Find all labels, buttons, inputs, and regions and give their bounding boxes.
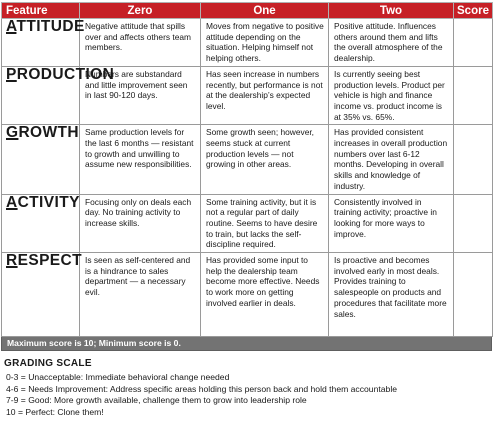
score-cell[interactable] [453,65,493,126]
cell-one: Some training activity, but it is not a … [200,193,329,254]
cell-two: Consistently involved in training activi… [328,193,454,254]
feature-initial: G [6,124,19,142]
header-two: Two [328,2,454,19]
grading-scale-list: 0-3 = Unacceptable: Immediate behavioral… [6,372,492,418]
grading-item: 0-3 = Unacceptable: Immediate behavioral… [6,372,230,383]
header-row: Feature Zero One Two Score [1,2,493,19]
header-one: One [200,2,329,19]
cell-zero: Negative attitude that spills over and a… [79,18,201,67]
table-row: PRODUCTION Numbers are substandard and l… [1,65,493,126]
cell-one: Moves from negative to positive attitude… [200,18,329,67]
feature-attitude: ATTITUDE [1,18,84,67]
feature-rest: ESPECT [17,252,83,270]
table-row: GROWTH Same production levels for the la… [1,124,493,195]
feature-production: PRODUCTION [1,65,114,126]
feature-rest: CTIVITY [17,193,80,211]
grading-item: 4-6 = Needs Improvement: Address specifi… [6,383,398,394]
feature-initial: R [6,252,18,270]
cell-zero: Same production levels for the last 6 mo… [79,124,201,195]
feature-rest: ROWTH [18,124,80,142]
table-row: RESPECT Is seen as self-centered and is … [1,252,493,338]
cell-two: Has provided consistent increases in ove… [328,124,454,195]
cell-two: Is currently seeing best production leve… [328,65,454,126]
score-range-note: Maximum score is 10; Minimum score is 0. [1,337,492,352]
grading-item: 10 = Perfect: Clone them! [6,406,104,417]
table-row: ACTIVITY Focusing only on deals each day… [1,193,493,254]
feature-respect: RESPECT [1,252,83,338]
feature-growth: GROWTH [1,124,80,195]
table-row: ATTITUDE Negative attitude that spills o… [1,18,493,67]
cell-one: Has seen increase in numbers recently, b… [200,65,329,126]
score-cell[interactable] [453,252,493,338]
feature-initial: P [6,65,17,83]
feature-initial: A [6,18,17,35]
feature-initial: A [6,193,18,211]
header-feature: Feature [1,2,80,19]
cell-zero: Is seen as self-centered and is a hindra… [79,252,201,338]
cell-two: Is proactive and becomes involved early … [328,252,454,338]
header-score: Score [453,2,493,19]
score-cell[interactable] [453,18,493,67]
cell-zero: Numbers are substandard and little impro… [79,65,201,126]
score-cell[interactable] [453,193,493,254]
header-zero: Zero [79,2,201,19]
cell-one: Has provided some input to help the deal… [200,252,329,338]
feature-activity: ACTIVITY [1,193,80,254]
grading-item: 7-9 = Good: More growth available, chall… [6,395,307,406]
feature-rest: TTITUDE [16,18,85,35]
cell-zero: Focusing only on deals each day. No trai… [79,193,201,254]
cell-one: Some growth seen; however, seems stuck a… [200,124,329,195]
grading-scale-title: GRADING SCALE [4,358,92,370]
cell-two: Positive attitude. Influences others aro… [328,18,454,67]
score-cell[interactable] [453,124,493,195]
rubric-table: Feature Zero One Two Score ATTITUDE Nega… [1,2,493,338]
rubric-frame: Feature Zero One Two Score ATTITUDE Nega… [1,2,493,418]
